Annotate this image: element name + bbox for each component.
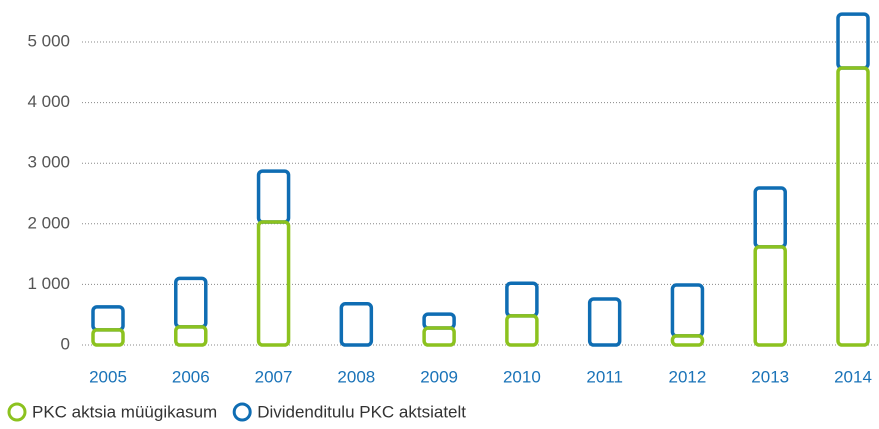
y-tick-label: 4 000 [27, 92, 70, 111]
legend-label: PKC aktsia müügikasum [32, 402, 217, 421]
x-tick-label: 2005 [89, 367, 127, 386]
bar-segment [836, 12, 870, 70]
x-tick-label: 2013 [751, 367, 789, 386]
bar-segment [339, 302, 374, 347]
x-tick-label: 2010 [503, 367, 541, 386]
x-tick-label: 2007 [255, 367, 293, 386]
bar-segment [753, 245, 787, 347]
x-tick-label: 2009 [420, 367, 458, 386]
x-tick-label: 2012 [669, 367, 707, 386]
x-tick-label: 2011 [586, 367, 623, 386]
bar-segment [505, 281, 539, 318]
x-tick-label: 2008 [337, 367, 375, 386]
bar-segment [505, 314, 539, 347]
bar-segment [256, 169, 291, 224]
y-tick-label: 3 000 [27, 153, 70, 172]
legend-swatch [7, 402, 27, 422]
x-tick-label: 2006 [172, 367, 210, 386]
y-tick-label: 1 000 [27, 274, 70, 293]
y-tick-label: 2 000 [27, 213, 70, 232]
bar-segment [422, 326, 456, 347]
legend-swatch [232, 402, 252, 422]
bar-segment [174, 325, 208, 347]
y-tick-label: 5 000 [27, 31, 70, 50]
bar-segment [256, 220, 291, 347]
bar-segment [587, 297, 622, 347]
bar-segment [670, 283, 705, 338]
bar-segment [836, 66, 870, 347]
bar-segment [174, 276, 208, 329]
bar-segment [670, 334, 705, 347]
legend-label: Dividenditulu PKC aktsiatelt [257, 402, 466, 421]
y-tick-label: 0 [61, 334, 70, 353]
bar-segment [753, 186, 787, 249]
bar-segment [91, 305, 125, 332]
x-tick-label: 2014 [834, 367, 872, 386]
bar-segment [91, 328, 125, 347]
bar-segment [422, 312, 456, 330]
